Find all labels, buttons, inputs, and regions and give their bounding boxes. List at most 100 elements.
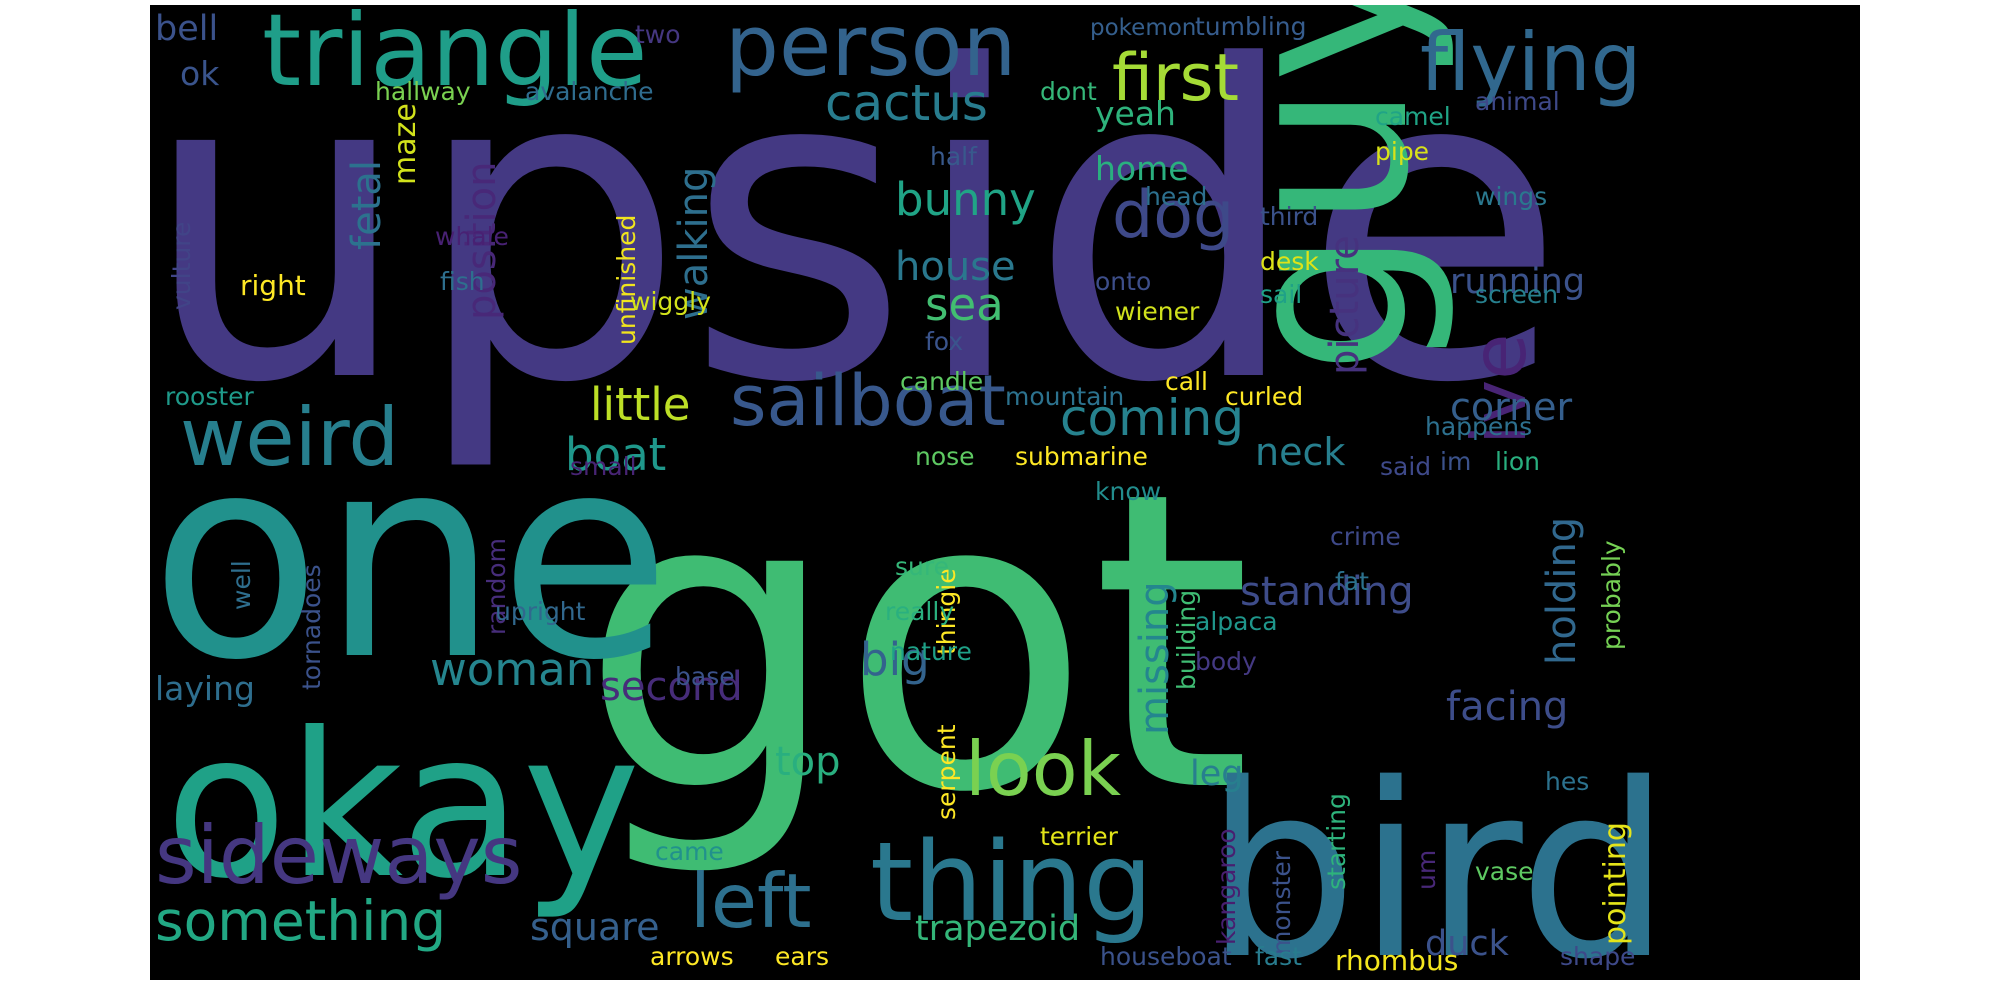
cloud-word-screen: screen [1475, 280, 1558, 309]
cloud-word-two: two [635, 20, 681, 49]
cloud-word-bell: bell [155, 9, 218, 49]
cloud-word-hes: hes [1545, 767, 1589, 796]
cloud-word-fat: fat [1335, 567, 1369, 596]
cloud-word-starting: starting [1322, 793, 1351, 890]
cloud-word-sailboat: sailboat [730, 360, 1006, 442]
cloud-word-mountain: mountain [1005, 382, 1124, 411]
cloud-word-tumbling: tumbling [1195, 12, 1306, 41]
cloud-word-ok: ok [180, 54, 220, 93]
cloud-word-missing: missing [1132, 581, 1178, 735]
cloud-word-vase: vase [1475, 857, 1534, 886]
cloud-word-im: im [1440, 447, 1471, 476]
cloud-word-ive: ive [1455, 334, 1543, 445]
cloud-word-sea: sea [925, 278, 1004, 331]
cloud-word-sure: sure [895, 552, 949, 581]
cloud-word-right: right [240, 269, 306, 302]
cloud-word-flying: flying [1420, 16, 1641, 109]
cloud-word-dog: dog [1112, 178, 1234, 253]
cloud-word-upside: upside [150, 5, 1566, 477]
cloud-word-walking: walking [671, 167, 717, 320]
cloud-word-houseboat: houseboat [1100, 942, 1232, 971]
cloud-word-pokemon: pokemon [1090, 15, 1196, 41]
cloud-word-third: third [1260, 202, 1318, 231]
cloud-word-guy: guy [1193, 5, 1460, 375]
cloud-word-facing: facing [1446, 684, 1568, 730]
cloud-word-person: person [725, 5, 1016, 96]
cloud-word-desk: desk [1260, 247, 1319, 276]
cloud-word-monster: monster [1267, 850, 1296, 955]
cloud-word-um: um [1412, 850, 1441, 890]
cloud-word-sideways: sideways [155, 809, 522, 902]
cloud-word-house: house [895, 244, 1016, 290]
cloud-word-whale: whale [435, 222, 509, 251]
cloud-word-random: random [482, 538, 511, 635]
cloud-word-leg: leg [1190, 754, 1243, 794]
cloud-word-thing: thing [870, 818, 1153, 946]
cloud-word-candle: candle [900, 367, 983, 396]
cloud-word-little: little [590, 378, 690, 431]
cloud-word-unfinished: unfinished [612, 215, 641, 345]
cloud-word-rhombus: rhombus [1335, 944, 1458, 977]
cloud-word-position: position [459, 162, 505, 320]
cloud-word-onto: onto [1095, 267, 1151, 296]
cloud-word-came: came [655, 837, 724, 866]
cloud-word-vulture: vulture [167, 222, 196, 310]
cloud-word-arrows: arrows [650, 942, 734, 971]
cloud-word-ears: ears [775, 942, 829, 971]
cloud-word-upright: upright [495, 597, 586, 626]
cloud-word-lion: lion [1495, 447, 1540, 476]
cloud-word-one: one [150, 396, 671, 722]
cloud-word-left: left [690, 857, 811, 945]
cloud-word-dont: dont [1040, 77, 1097, 106]
cloud-word-picture: picture [1322, 235, 1368, 375]
cloud-word-animal: animal [1475, 87, 1560, 116]
cloud-word-yeah: yeah [1095, 94, 1176, 133]
cloud-word-bunny: bunny [895, 173, 1036, 226]
cloud-word-big: big [860, 633, 930, 686]
cloud-word-camel: camel [1375, 102, 1451, 131]
cloud-word-wiggly: wiggly [630, 287, 711, 316]
cloud-word-top: top [775, 739, 841, 785]
cloud-word-running: running [1450, 262, 1585, 302]
cloud-word-trapezoid: trapezoid [915, 909, 1080, 949]
cloud-word-coming: coming [1060, 389, 1244, 447]
cloud-word-okay: okay [165, 690, 641, 923]
cloud-word-said: said [1380, 452, 1431, 481]
cloud-word-alpaca: alpaca [1195, 607, 1278, 636]
cloud-word-curled: curled [1225, 382, 1303, 411]
cloud-word-half: half [930, 142, 978, 171]
cloud-word-something: something [155, 889, 446, 953]
cloud-word-look: look [965, 725, 1122, 813]
cloud-word-rooster: rooster [165, 382, 255, 411]
cloud-word-maze: maze [388, 103, 423, 185]
cloud-word-square: square [530, 905, 659, 949]
cloud-word-sail: sail [1260, 280, 1302, 309]
cloud-word-kangaroo: kangaroo [1212, 828, 1241, 945]
cloud-word-hallway: hallway [375, 77, 471, 106]
cloud-word-wiener: wiener [1115, 297, 1200, 326]
cloud-word-building: building [1172, 590, 1201, 690]
cloud-word-got: got [580, 404, 1252, 882]
cloud-word-holding: holding [1539, 517, 1585, 665]
cloud-word-bird: bird [1205, 732, 1671, 980]
cloud-word-woman: woman [430, 643, 594, 696]
cloud-word-shape: shape [1560, 942, 1635, 971]
cloud-word-first: first [1112, 41, 1239, 116]
cloud-word-terrier: terrier [1040, 822, 1119, 851]
cloud-word-laying: laying [155, 669, 255, 708]
cloud-background [150, 5, 1860, 980]
cloud-word-head: head [1145, 182, 1207, 211]
cloud-word-pointing: pointing [1598, 822, 1633, 945]
cloud-word-standing: standing [1240, 569, 1414, 615]
cloud-word-duck: duck [1425, 924, 1510, 964]
cloud-word-probably: probably [1597, 540, 1626, 650]
cloud-word-crime: crime [1330, 522, 1401, 551]
cloud-word-base: base [675, 662, 735, 691]
cloud-word-know: know [1095, 477, 1161, 506]
cloud-word-fish: fish [440, 267, 485, 296]
cloud-word-serpent: serpent [932, 724, 961, 820]
cloud-word-fast: fast [1255, 942, 1302, 971]
cloud-word-second: second [600, 664, 743, 710]
cloud-word-corner: corner [1450, 385, 1573, 429]
